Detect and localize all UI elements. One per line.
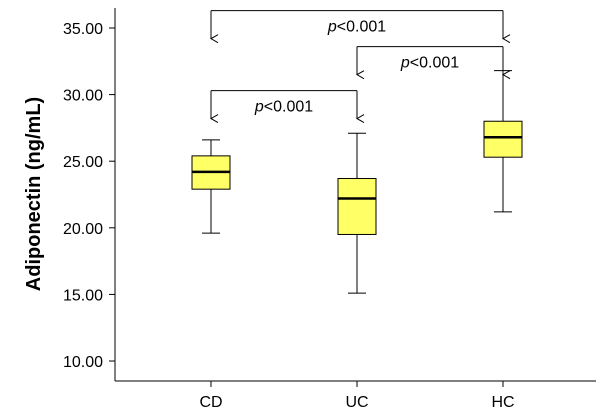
p-value-label: p<0.001 bbox=[327, 19, 386, 36]
significance-annotations: p<0.001 p<0.001 p<0.001 bbox=[209, 10, 511, 124]
y-tick-label: 25.00 bbox=[63, 154, 103, 171]
x-ticks: CD UC HC bbox=[199, 381, 515, 411]
y-tick-label: 10.00 bbox=[63, 354, 103, 371]
p-value-label: p<0.001 bbox=[254, 99, 313, 116]
x-tick-label: UC bbox=[345, 394, 368, 411]
y-tick-label: 20.00 bbox=[63, 221, 103, 238]
p-value-label: p<0.001 bbox=[400, 55, 459, 72]
annotation-cd-hc: p<0.001 bbox=[209, 10, 511, 44]
y-axis-label: Adiponectin (ng/mL) bbox=[23, 97, 45, 291]
iqr-box bbox=[483, 120, 523, 158]
y-tick-label: 30.00 bbox=[63, 88, 103, 105]
boxes bbox=[191, 70, 523, 294]
box-hc bbox=[483, 70, 523, 213]
box-cd bbox=[191, 139, 231, 234]
y-tick-label: 35.00 bbox=[63, 21, 103, 38]
annotation-cd-uc: p<0.001 bbox=[209, 90, 365, 124]
iqr-box bbox=[337, 178, 377, 235]
x-tick-label: CD bbox=[199, 394, 222, 411]
y-ticks: 10.00 15.00 20.00 25.00 30.00 35.00 bbox=[63, 21, 115, 371]
box-uc bbox=[337, 132, 377, 294]
x-tick-label: HC bbox=[491, 394, 514, 411]
annotation-uc-hc: p<0.001 bbox=[355, 46, 511, 80]
y-tick-label: 15.00 bbox=[63, 287, 103, 304]
